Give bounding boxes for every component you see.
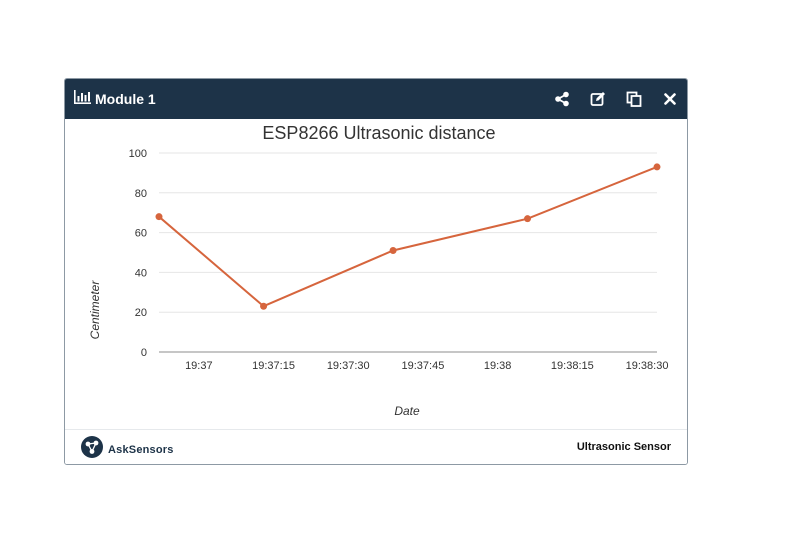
module-title-group: Module 1	[74, 79, 156, 119]
x-tick-label: 19:37:15	[252, 360, 295, 372]
chart-title: ESP8266 Ultrasonic distance	[262, 123, 495, 143]
x-tick-label: 19:37:45	[402, 360, 445, 372]
x-tick-label: 19:38	[484, 360, 512, 372]
edit-icon	[590, 92, 605, 106]
data-point	[155, 213, 163, 221]
module-toolbar	[535, 79, 679, 119]
sensor-name: Ultrasonic Sensor	[576, 441, 671, 453]
close-icon	[664, 93, 676, 105]
line-chart: ESP8266 Ultrasonic distance 0 20 40 60 80 100…	[88, 123, 668, 418]
y-tick-label: 80	[135, 188, 147, 200]
copy-icon	[626, 91, 642, 107]
x-tick-label: 19:37	[185, 360, 213, 372]
module-footer: AskSensors Ultrasonic Sensor	[65, 429, 687, 464]
chart-series	[155, 163, 661, 310]
edit-button[interactable]	[589, 90, 607, 108]
y-axis-label: Centimeter	[88, 280, 102, 340]
module-card: Module 1	[64, 78, 688, 465]
series-line	[158, 166, 658, 308]
data-point	[389, 247, 397, 255]
chart-area: ESP8266 Ultrasonic distance 0 20 40 60 80 100…	[65, 119, 687, 429]
x-axis-ticks: 19:37 19:37:15 19:37:30 19:37:45 19:38 19:38:…	[185, 360, 668, 372]
data-point	[260, 302, 268, 310]
chart-grid	[159, 152, 657, 353]
y-tick-label: 0	[141, 347, 147, 359]
x-axis-label: Date	[394, 404, 420, 418]
y-tick-label: 20	[135, 307, 147, 319]
y-tick-label: 40	[135, 267, 147, 279]
data-point	[524, 215, 532, 223]
y-tick-label: 60	[135, 228, 147, 240]
y-axis-ticks: 0 20 40 60 80 100	[129, 148, 147, 359]
module-header: Module 1	[65, 79, 687, 119]
brand-name: AskSensors	[108, 443, 174, 456]
y-tick-label: 100	[129, 148, 147, 160]
x-tick-label: 19:38:15	[551, 360, 594, 372]
asksensors-logo-icon	[81, 436, 103, 463]
module-title: Module 1	[95, 91, 156, 107]
bar-chart-icon	[74, 89, 91, 109]
brand[interactable]: AskSensors	[81, 436, 174, 463]
share-icon	[555, 91, 569, 107]
x-tick-label: 19:37:30	[327, 360, 370, 372]
close-button[interactable]	[661, 90, 679, 108]
data-point	[653, 163, 661, 171]
x-tick-label: 19:38:30	[626, 360, 669, 372]
copy-button[interactable]	[625, 90, 643, 108]
share-button[interactable]	[553, 90, 571, 108]
